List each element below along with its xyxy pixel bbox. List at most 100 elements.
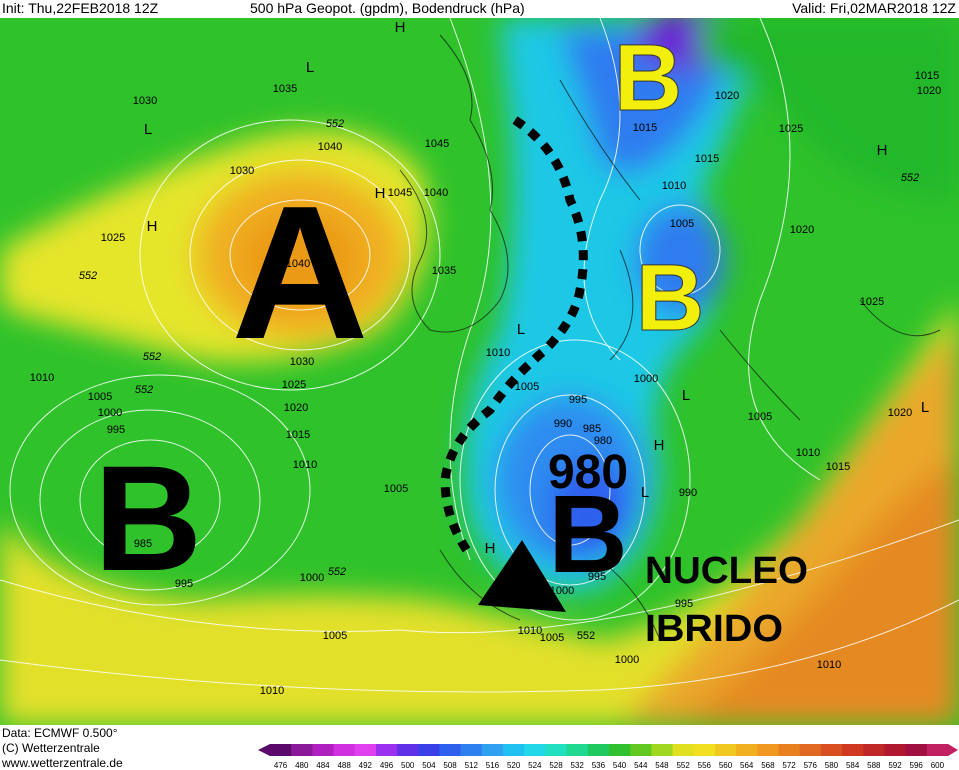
isobar-label: 1025 xyxy=(860,296,884,308)
colorbar-swatch xyxy=(926,744,949,756)
colorbar-swatch xyxy=(481,744,504,756)
coastlines xyxy=(399,34,941,641)
map-field: 1030 1035 1040 1045 1045 1040 1030 1025 1040 1035… xyxy=(0,18,959,725)
colorbar-label: 564 xyxy=(740,761,754,770)
colorbar-swatch xyxy=(439,744,462,756)
isobar-label: 1025 xyxy=(282,379,306,391)
colorbar-swatch xyxy=(757,744,779,756)
colorbar-label: 580 xyxy=(825,761,839,770)
isobar-label: 1025 xyxy=(779,123,803,135)
colorbar-label: 548 xyxy=(655,761,669,770)
isobar-label: 995 xyxy=(588,571,606,583)
colorbar-label: 500 xyxy=(401,761,415,770)
isobar-label: 1005 xyxy=(384,483,408,495)
isobar-label: 1000 xyxy=(300,572,324,584)
pressure-center: H xyxy=(877,142,888,159)
colorbar-label: 568 xyxy=(761,761,775,770)
pressure-label: 980 xyxy=(548,446,628,499)
pressure-center: H xyxy=(375,185,386,202)
isobar-label: 1000 xyxy=(98,407,122,419)
isobar-label: 1045 xyxy=(388,187,412,199)
colorbar-swatch xyxy=(609,744,631,756)
colorbar-swatch xyxy=(587,744,610,756)
colorbar-label: 512 xyxy=(465,761,479,770)
isobar-label: 1005 xyxy=(88,391,112,403)
isobar-label: 1010 xyxy=(518,625,542,637)
isobar-label: 1010 xyxy=(260,685,284,697)
isobar-label: 1000 xyxy=(615,654,639,666)
colorbar-swatch xyxy=(884,744,907,756)
colorbar-label: 484 xyxy=(316,761,330,770)
colorbar-label: 480 xyxy=(295,761,309,770)
isobar-label: 1010 xyxy=(796,447,820,459)
isobar-label: 1015 xyxy=(826,461,850,473)
isobar-label-layer: 1030 1035 1040 1045 1045 1040 1030 1025 1040 1035… xyxy=(30,19,941,697)
colorbar-label: 492 xyxy=(359,761,373,770)
colorbar-swatch xyxy=(418,744,440,756)
pressure-center: H xyxy=(654,437,665,454)
isobar-label: 1035 xyxy=(432,265,456,277)
isobar-label: 990 xyxy=(679,487,697,499)
colorbar-swatch xyxy=(270,744,292,756)
isobar-label: 1010 xyxy=(486,347,510,359)
field-shading xyxy=(0,18,959,725)
colorbar-label: 524 xyxy=(528,761,542,770)
colorbar-swatch xyxy=(778,744,801,756)
colorbar-swatch xyxy=(714,744,737,756)
isobar-label: 1020 xyxy=(790,224,814,236)
colorbar-label: 572 xyxy=(782,761,796,770)
isobar-label: 552 xyxy=(143,351,161,363)
isobar-label: 1005 xyxy=(748,411,772,423)
pressure-center: L xyxy=(641,484,649,501)
low-label: B xyxy=(548,473,627,596)
colorbar-swatch xyxy=(354,744,377,756)
colorbar-label: 592 xyxy=(888,761,902,770)
colorbar: 476 480 484 488 492 496 500 504 508 512 516 520 524 5… xyxy=(258,744,958,770)
colorbar-swatch xyxy=(863,744,885,756)
isobar-label: 1015 xyxy=(915,70,939,82)
colorbar-swatch xyxy=(905,744,928,756)
init-time: Init: Thu,22FEB2018 12Z xyxy=(2,0,159,16)
isobar-label: 1005 xyxy=(515,381,539,393)
colorbar-label: 576 xyxy=(804,761,818,770)
isobar-label: 1015 xyxy=(286,429,310,441)
colorbar-label: 588 xyxy=(867,761,881,770)
isobar-label: 1005 xyxy=(670,218,694,230)
origin-triangle xyxy=(478,540,566,612)
colorbar-swatch xyxy=(693,744,716,756)
colorbar-swatch xyxy=(291,744,313,756)
colorbar-swatch xyxy=(736,744,758,756)
colorbar-swatch xyxy=(460,744,483,756)
low-label: B xyxy=(636,245,705,351)
colorbar-swatch xyxy=(842,744,864,756)
colorbar-end xyxy=(948,744,958,756)
colorbar-swatch xyxy=(524,744,546,756)
isobar-label: 1020 xyxy=(917,85,941,97)
isobar-label: 1015 xyxy=(695,153,719,165)
isobar-label: 985 xyxy=(583,423,601,435)
high-label: A xyxy=(231,167,368,379)
data-source: Data: ECMWF 0.500° xyxy=(2,726,118,740)
colorbar-label: 532 xyxy=(571,761,585,770)
colorbar-label: 596 xyxy=(910,761,924,770)
colorbar-label: 600 xyxy=(931,761,945,770)
colorbar-swatch xyxy=(799,744,822,756)
colorbar-swatch xyxy=(672,744,695,756)
colorbar-label: 520 xyxy=(507,761,521,770)
isobar-label: 1040 xyxy=(318,141,342,153)
isobar-label: 552 xyxy=(901,172,919,184)
colorbar-label: 544 xyxy=(634,761,648,770)
colorbar-label: 560 xyxy=(719,761,733,770)
isobar-label: 995 xyxy=(175,578,193,590)
colorbar-swatch xyxy=(312,744,335,756)
pressure-center: H xyxy=(395,19,406,36)
isobar-label: 990 xyxy=(554,418,572,430)
pressure-center: L xyxy=(517,321,525,338)
colorbar-label: 516 xyxy=(486,761,500,770)
isobar-label: 1000 xyxy=(550,585,574,597)
isobar-label: 985 xyxy=(134,538,152,550)
colorbar-swatch xyxy=(375,744,398,756)
pressure-center: H xyxy=(485,540,496,557)
isobar-label: 552 xyxy=(79,270,97,282)
isobar-label: 995 xyxy=(107,424,125,436)
